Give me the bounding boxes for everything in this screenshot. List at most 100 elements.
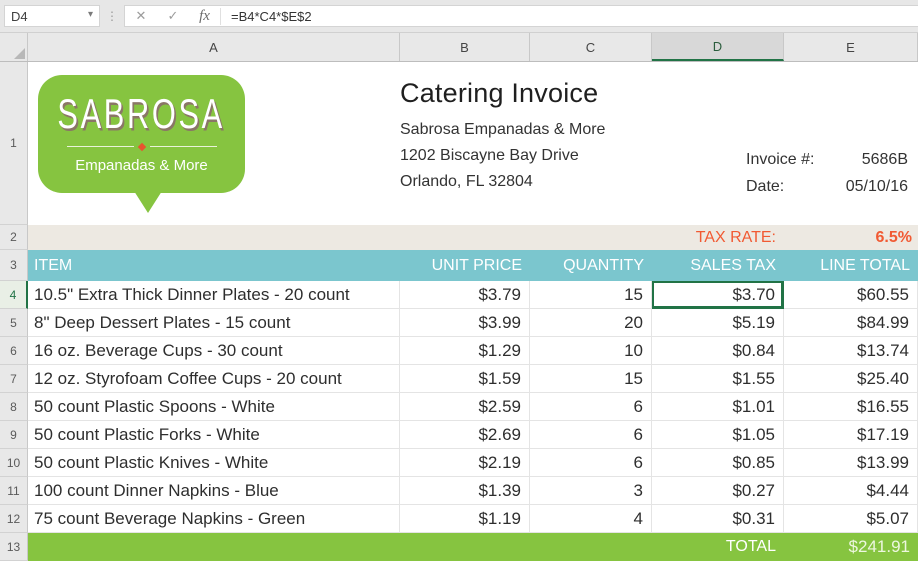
total-label-cell[interactable]: TOTAL [652,533,784,561]
line-total-cell[interactable]: $25.40 [784,365,918,393]
line-total-cell[interactable]: $16.55 [784,393,918,421]
sales-tax-cell[interactable]: $1.05 [652,421,784,449]
column-header-row: A B C D E [0,33,918,62]
unit-price-cell[interactable]: $2.69 [400,421,530,449]
quantity-cell[interactable]: 15 [530,365,652,393]
sales-tax-cell[interactable]: $0.85 [652,449,784,477]
logo-tagline: Empanadas & More [75,156,208,174]
item-cell[interactable]: 12 oz. Styrofoam Coffee Cups - 20 count [28,365,400,393]
header-item[interactable]: ITEM [28,250,400,281]
column-header-c[interactable]: C [530,33,652,61]
enter-icon[interactable]: ✓ [167,8,179,23]
invoice-heading-block: Catering Invoice Sabrosa Empanadas & Mor… [400,78,605,195]
column-header-d-selected[interactable]: D [652,33,784,61]
sabrosa-logo: SABROSA Empanadas & More [38,75,245,213]
quantity-cell[interactable]: 20 [530,309,652,337]
table-row: 5 8" Deep Dessert Plates - 15 count $3.9… [0,309,918,337]
invoice-date-value: 05/10/16 [845,178,908,195]
row-header-13[interactable]: 13 [0,533,28,561]
name-box[interactable]: D4 ▾ [4,5,100,27]
select-all-corner[interactable] [0,33,28,61]
item-cell[interactable]: 75 count Beverage Napkins - Green [28,505,400,533]
quantity-cell[interactable]: 4 [530,505,652,533]
diamond-icon [137,142,146,151]
quantity-cell[interactable]: 6 [530,421,652,449]
item-cell[interactable]: 50 count Plastic Forks - White [28,421,400,449]
row-header-2[interactable]: 2 [0,225,28,250]
sales-tax-cell[interactable]: $5.19 [652,309,784,337]
row-header-3[interactable]: 3 [0,250,28,281]
row-header-12[interactable]: 12 [0,505,28,533]
table-header-row: 3 ITEM UNIT PRICE QUANTITY SALES TAX LIN… [0,250,918,281]
line-total-cell[interactable]: $5.07 [784,505,918,533]
column-header-b[interactable]: B [400,33,530,61]
sales-tax-cell[interactable]: $0.27 [652,477,784,505]
quantity-cell[interactable]: 6 [530,393,652,421]
formula-bar-resize-handle-icon[interactable]: ⋮ [106,9,118,23]
invoice-date-label: Date: [746,178,785,195]
invoice-number-value: 5686B [861,151,908,168]
quantity-cell[interactable]: 6 [530,449,652,477]
header-quantity[interactable]: QUANTITY [530,250,652,281]
item-cell[interactable]: 8" Deep Dessert Plates - 15 count [28,309,400,337]
row-header-4[interactable]: 4 [0,281,28,309]
unit-price-cell[interactable]: $2.19 [400,449,530,477]
item-cell[interactable]: 100 count Dinner Napkins - Blue [28,477,400,505]
invoice-title: Catering Invoice [400,78,599,108]
row-header-7[interactable]: 7 [0,365,28,393]
unit-price-cell[interactable]: $1.29 [400,337,530,365]
quantity-cell[interactable]: 3 [530,477,652,505]
sales-tax-cell[interactable]: $0.84 [652,337,784,365]
item-cell[interactable]: 16 oz. Beverage Cups - 30 count [28,337,400,365]
unit-price-cell[interactable]: $3.79 [400,281,530,309]
unit-price-cell[interactable]: $1.59 [400,365,530,393]
sales-tax-cell[interactable]: $1.01 [652,393,784,421]
column-header-e[interactable]: E [784,33,918,61]
chevron-down-icon[interactable]: ▾ [87,9,93,20]
line-total-cell[interactable]: $17.19 [784,421,918,449]
total-value-cell[interactable]: $241.91 [784,533,918,561]
line-total-cell[interactable]: $13.99 [784,449,918,477]
row-header-10[interactable]: 10 [0,449,28,477]
invoice-address-line2: Orlando, FL 32804 [400,173,533,190]
row-header-11[interactable]: 11 [0,477,28,505]
row-header-9[interactable]: 9 [0,421,28,449]
row-header-1[interactable]: 1 [0,62,28,225]
sales-tax-cell[interactable]: $1.55 [652,365,784,393]
unit-price-cell[interactable]: $3.99 [400,309,530,337]
item-cell[interactable]: 50 count Plastic Spoons - White [28,393,400,421]
cancel-icon[interactable]: ✕ [135,8,147,23]
line-total-cell[interactable]: $60.55 [784,281,918,309]
item-cell[interactable]: 50 count Plastic Knives - White [28,449,400,477]
item-cell[interactable]: 10.5" Extra Thick Dinner Plates - 20 cou… [28,281,400,309]
header-sales-tax[interactable]: SALES TAX [652,250,784,281]
column-header-a[interactable]: A [28,33,400,61]
insert-function-icon[interactable]: fx [189,7,221,25]
invoice-header-cell[interactable]: SABROSA Empanadas & More Catering Invoic… [28,62,918,225]
invoice-number-label: Invoice #: [746,151,815,168]
quantity-cell[interactable]: 10 [530,337,652,365]
formula-input[interactable]: =B4*C4*$E$2 [231,8,312,24]
tax-rate-row: 2 TAX RATE: 6.5% [0,225,918,250]
row-header-5[interactable]: 5 [0,309,28,337]
header-unit-price[interactable]: UNIT PRICE [400,250,530,281]
unit-price-cell[interactable]: $1.19 [400,505,530,533]
row-header-8[interactable]: 8 [0,393,28,421]
row-header-6[interactable]: 6 [0,337,28,365]
tax-rate-label-cell[interactable]: TAX RATE: [652,225,784,250]
header-line-total[interactable]: LINE TOTAL [784,250,918,281]
table-row: 7 12 oz. Styrofoam Coffee Cups - 20 coun… [0,365,918,393]
table-row: 12 75 count Beverage Napkins - Green $1.… [0,505,918,533]
sales-tax-cell[interactable]: $0.31 [652,505,784,533]
line-total-cell[interactable]: $84.99 [784,309,918,337]
table-row: 9 50 count Plastic Forks - White $2.69 6… [0,421,918,449]
line-total-cell[interactable]: $13.74 [784,337,918,365]
unit-price-cell[interactable]: $1.39 [400,477,530,505]
sales-tax-cell-selected[interactable]: $3.70 [652,281,784,309]
unit-price-cell[interactable]: $2.59 [400,393,530,421]
tax-rate-value-cell[interactable]: 6.5% [784,225,918,250]
table-row: 6 16 oz. Beverage Cups - 30 count $1.29 … [0,337,918,365]
quantity-cell[interactable]: 15 [530,281,652,309]
line-total-cell[interactable]: $4.44 [784,477,918,505]
name-box-value: D4 [11,8,28,24]
